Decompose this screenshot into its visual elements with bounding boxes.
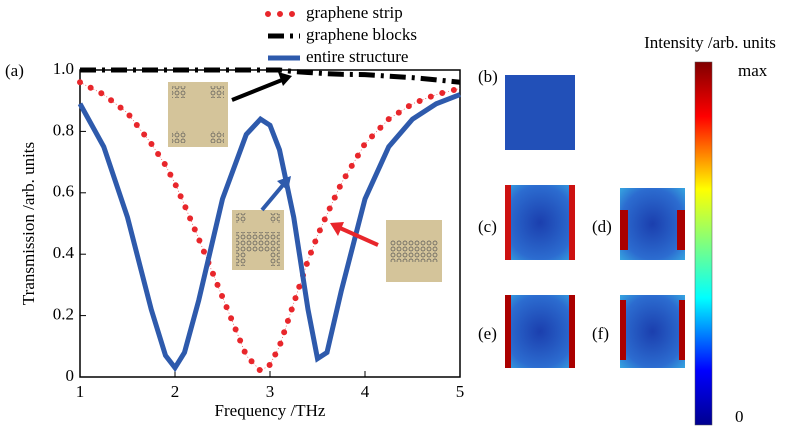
legend-label: graphene strip: [306, 3, 403, 22]
y-tick-label: 0: [66, 366, 75, 385]
figure: 1 2 3 4 5 0 0.2 0.4 0.6 0.8 1.0 Frequency /THz Trans…: [0, 0, 790, 432]
colorbar: [695, 62, 712, 425]
series-line: [80, 70, 460, 82]
panel-label: (b): [478, 67, 498, 86]
colorbar-title: Intensity /arb. units: [644, 33, 776, 52]
colorbar-min: 0: [735, 407, 744, 426]
inset-entire: [232, 210, 284, 270]
y-tick-label: 0.6: [53, 182, 74, 201]
inset-blocks: [168, 82, 228, 147]
panel-label: (d): [592, 217, 612, 236]
x-axis-label: Frequency /THz: [215, 401, 326, 420]
legend-label: graphene blocks: [306, 25, 417, 44]
y-tick-label: 1.0: [53, 59, 74, 78]
colorbar-max: max: [738, 61, 768, 80]
panel-label: (a): [5, 61, 24, 80]
y-tick-label: 0.2: [53, 305, 74, 324]
y-tick-label: 0.4: [53, 243, 75, 262]
panel-label: (f): [592, 324, 609, 343]
y-axis-label: Transmission /arb. units: [19, 142, 38, 305]
x-tick-label: 4: [361, 382, 370, 401]
x-tick-label: 2: [171, 382, 180, 401]
panel-label: (e): [478, 324, 497, 343]
x-tick-label: 5: [456, 382, 465, 401]
inset-strip: [386, 220, 442, 282]
x-tick-label: 3: [266, 382, 275, 401]
legend-label: entire structure: [306, 47, 408, 66]
panel-label: (c): [478, 217, 497, 236]
x-tick-label: 1: [76, 382, 85, 401]
y-tick-label: 0.8: [53, 120, 74, 139]
